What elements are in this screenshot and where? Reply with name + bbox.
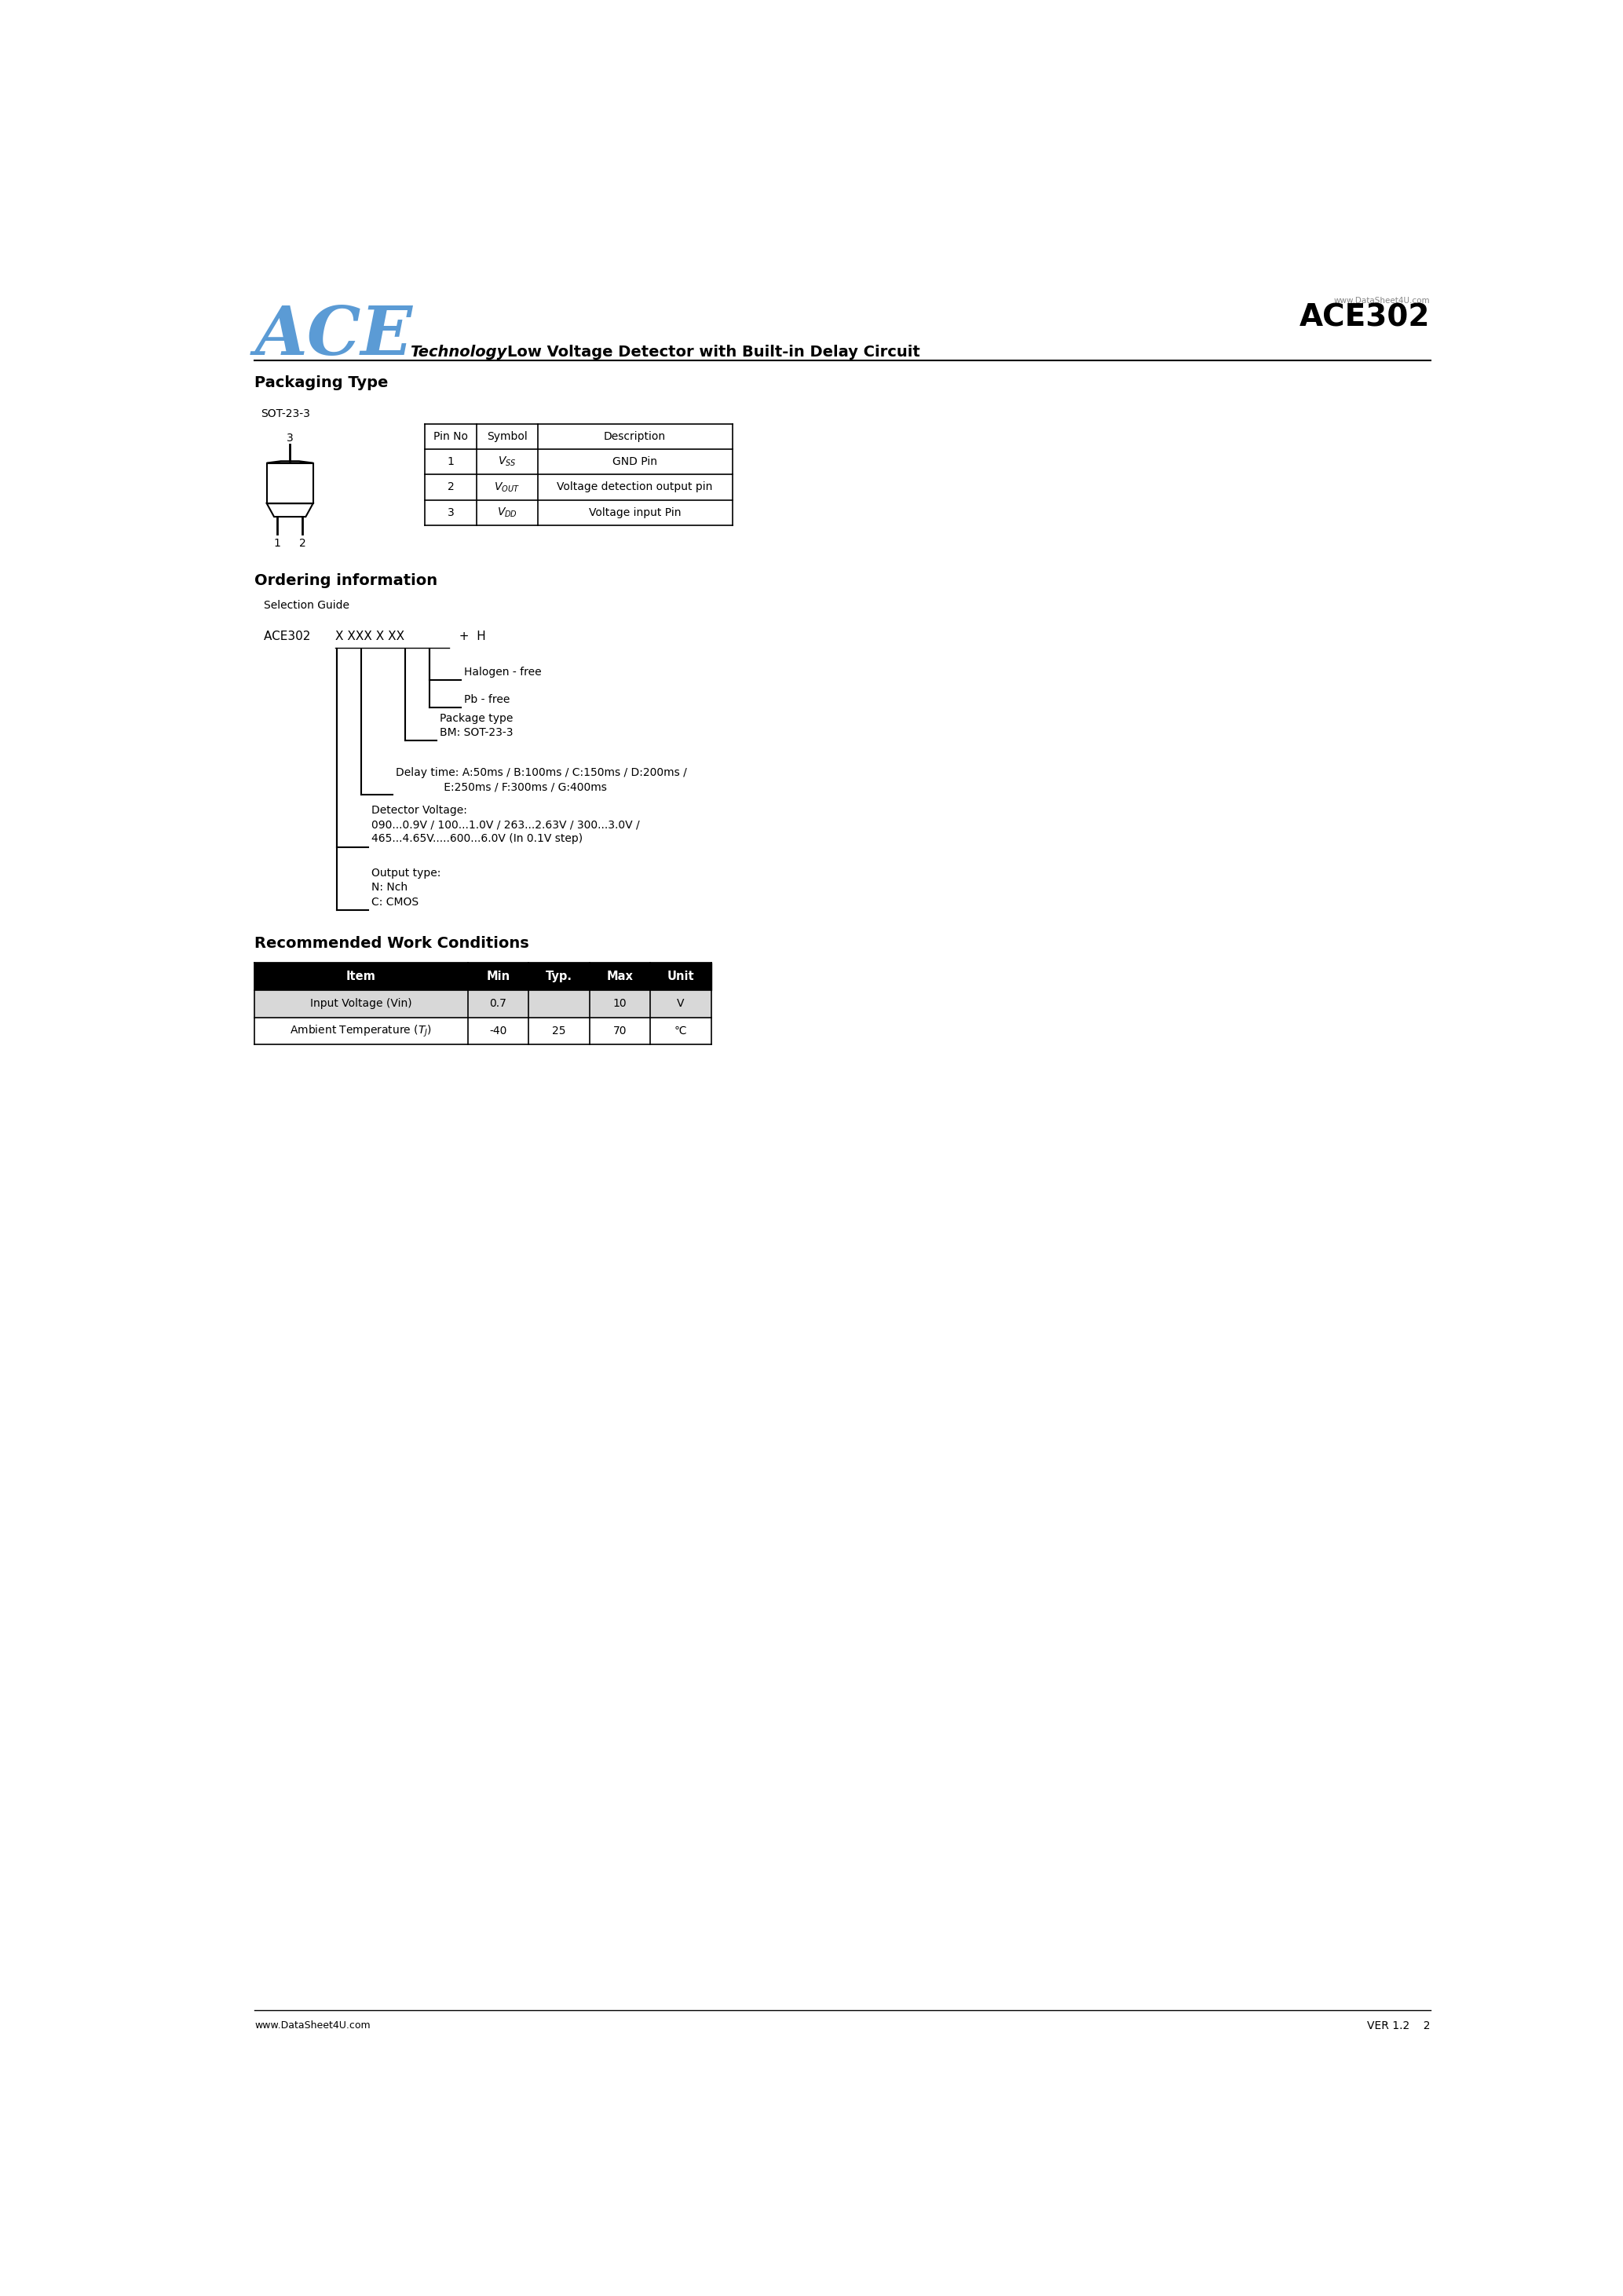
Bar [255, 962, 711, 990]
Text: $V_{OUT}$: $V_{OUT}$ [495, 480, 519, 494]
Text: Selection Guide: Selection Guide [263, 599, 349, 611]
Text: 2: 2 [299, 537, 307, 549]
Text: Delay time: A:50ms / B:100ms / C:150ms / D:200ms /
              E:250ms / F:300: Delay time: A:50ms / B:100ms / C:150ms /… [396, 767, 687, 792]
Text: Typ.: Typ. [545, 971, 573, 983]
Text: 3: 3 [286, 432, 294, 443]
Text: Pb - free: Pb - free [464, 693, 510, 705]
Text: 70: 70 [613, 1026, 626, 1035]
Text: Voltage detection output pin: Voltage detection output pin [557, 482, 712, 494]
Text: V: V [677, 999, 685, 1010]
Text: Ordering information: Ordering information [255, 574, 438, 588]
Text: Recommended Work Conditions: Recommended Work Conditions [255, 937, 529, 951]
Text: Low Voltage Detector with Built-in Delay Circuit: Low Voltage Detector with Built-in Delay… [506, 344, 920, 360]
Text: Output type:
N: Nch
C: CMOS: Output type: N: Nch C: CMOS [372, 868, 441, 907]
Text: Unit: Unit [667, 971, 695, 983]
Text: www.DataSheet4U.com: www.DataSheet4U.com [255, 2020, 370, 2030]
Text: ACE: ACE [255, 303, 412, 367]
Text: 0.7: 0.7 [490, 999, 506, 1010]
Bar [255, 1017, 711, 1045]
Text: Package type
BM: SOT-23-3: Package type BM: SOT-23-3 [440, 712, 513, 737]
Bar [255, 990, 711, 1017]
Text: Halogen - free: Halogen - free [464, 666, 542, 677]
Text: Min: Min [487, 971, 510, 983]
Text: 1: 1 [448, 457, 454, 468]
Text: SOT-23-3: SOT-23-3 [261, 409, 310, 420]
Bar [266, 464, 313, 503]
Text: $V_{SS}$: $V_{SS}$ [498, 455, 516, 468]
Text: 1: 1 [274, 537, 281, 549]
Text: Symbol: Symbol [487, 432, 527, 441]
Text: 3: 3 [448, 507, 454, 519]
Text: Ambient Temperature ($T_J$): Ambient Temperature ($T_J$) [291, 1024, 432, 1038]
Text: Max: Max [607, 971, 633, 983]
Text: www.DataSheet4U.com: www.DataSheet4U.com [1334, 296, 1430, 305]
Text: ACE302: ACE302 [1300, 303, 1430, 333]
Text: Description: Description [604, 432, 665, 441]
Text: Input Voltage (Vin): Input Voltage (Vin) [310, 999, 412, 1010]
Text: Technology: Technology [409, 344, 506, 360]
Text: ACE302: ACE302 [263, 631, 315, 643]
Text: X XXX X XX: X XXX X XX [336, 631, 404, 643]
Text: Voltage input Pin: Voltage input Pin [589, 507, 682, 519]
Text: Item: Item [346, 971, 377, 983]
Text: Packaging Type: Packaging Type [255, 374, 388, 390]
Text: -40: -40 [489, 1026, 506, 1035]
Text: Detector Voltage:
090...0.9V / 100...1.0V / 263...2.63V / 300...3.0V /
465...4.6: Detector Voltage: 090...0.9V / 100...1.0… [372, 804, 639, 845]
Text: ℃: ℃ [675, 1026, 687, 1035]
Text: +  H: + H [451, 631, 485, 643]
Text: GND Pin: GND Pin [612, 457, 657, 468]
Text: 25: 25 [552, 1026, 566, 1035]
Text: VER 1.2    2: VER 1.2 2 [1367, 2020, 1430, 2032]
Text: 2: 2 [448, 482, 454, 494]
Text: 10: 10 [613, 999, 626, 1010]
Text: Pin No: Pin No [433, 432, 467, 441]
Text: $V_{DD}$: $V_{DD}$ [497, 505, 518, 519]
